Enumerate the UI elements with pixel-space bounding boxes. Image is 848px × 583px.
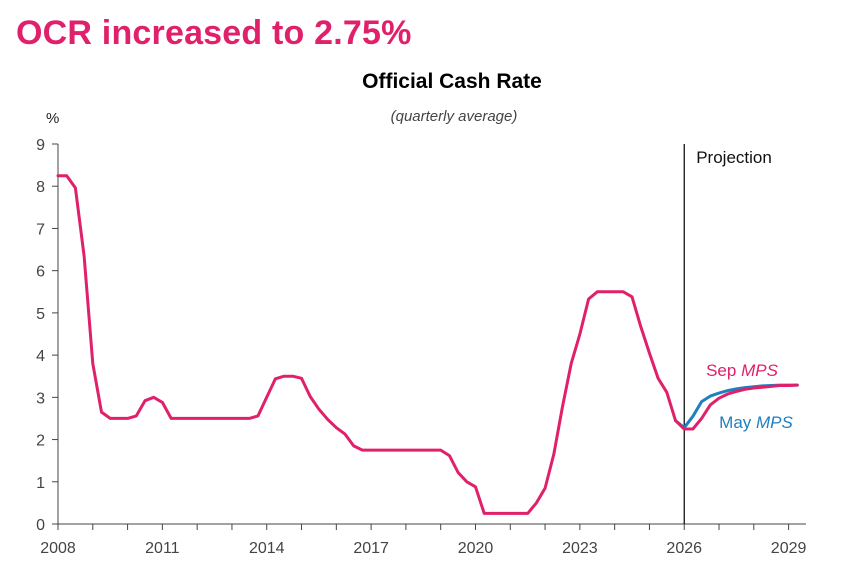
x-tick-label: 2029 xyxy=(771,540,807,557)
chart-subtitle: (quarterly average) xyxy=(390,108,518,125)
projection-label: Projection xyxy=(696,148,772,167)
y-tick-label: 4 xyxy=(36,348,45,365)
may-mps-label: May MPS xyxy=(719,413,793,432)
headline: OCR increased to 2.75% xyxy=(16,14,412,52)
y-tick-label: 7 xyxy=(36,221,45,238)
series-layer xyxy=(56,174,799,515)
x-tick-label: 2014 xyxy=(249,540,285,557)
y-tick-label: 6 xyxy=(36,264,45,281)
y-tick-label: 2 xyxy=(36,433,45,450)
x-tick-label: 2008 xyxy=(40,540,76,557)
may-mps-label-italic: MPS xyxy=(756,413,794,432)
sep-mps-label: Sep MPS xyxy=(706,361,778,380)
x-tick-label: 2026 xyxy=(666,540,702,557)
chart-title: Official Cash Rate xyxy=(362,70,542,93)
x-tick-label: 2017 xyxy=(353,540,389,557)
x-tick-label: 2020 xyxy=(458,540,494,557)
y-tick-label: 8 xyxy=(36,179,45,196)
y-tick-label: 5 xyxy=(36,306,45,323)
y-tick-label: 3 xyxy=(36,390,45,407)
y-tick-label: 1 xyxy=(36,475,45,492)
may-mps-label-text: May xyxy=(719,413,756,432)
sep-mps-label-italic: MPS xyxy=(741,361,779,380)
x-tick-label: 2023 xyxy=(562,540,598,557)
sep-mps-line xyxy=(56,174,799,515)
sep-mps-label-text: Sep xyxy=(706,361,741,380)
y-tick-label: 9 xyxy=(36,137,45,154)
y-axis-unit: % xyxy=(46,110,60,127)
x-tick-label: 2011 xyxy=(145,540,180,557)
axes: 0 1 2 3 4 5 6 7 8 9 2008 2011 2014 2017 2020 2023 2026 20… xyxy=(36,137,806,557)
y-tick-label: 0 xyxy=(36,517,45,534)
